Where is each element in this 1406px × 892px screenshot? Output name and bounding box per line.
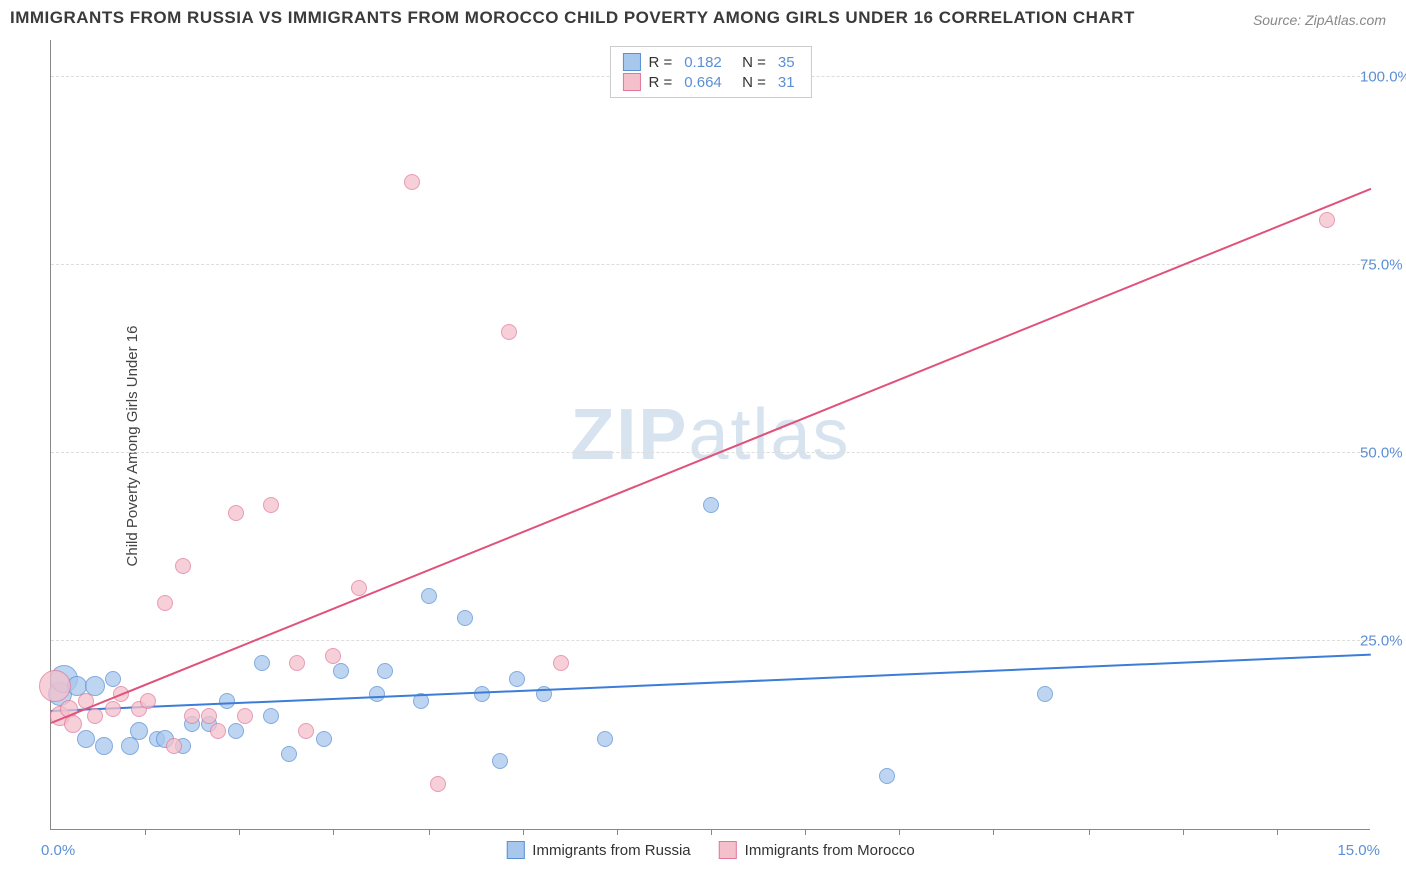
data-point bbox=[316, 731, 332, 747]
data-point bbox=[492, 753, 508, 769]
data-point bbox=[703, 497, 719, 513]
gridline bbox=[51, 452, 1370, 453]
legend-n-label: N = bbox=[734, 54, 766, 71]
data-point bbox=[175, 558, 191, 574]
data-point bbox=[597, 731, 613, 747]
x-minor-tick bbox=[1277, 829, 1278, 835]
legend-swatch bbox=[506, 841, 524, 859]
data-point bbox=[140, 693, 156, 709]
correlation-legend: R = 0.182 N = 35 R = 0.664 N = 31 bbox=[609, 46, 811, 98]
x-minor-tick bbox=[145, 829, 146, 835]
data-point bbox=[457, 610, 473, 626]
legend-r-value: 0.182 bbox=[684, 54, 722, 71]
data-point bbox=[219, 693, 235, 709]
data-point bbox=[1037, 686, 1053, 702]
data-point bbox=[553, 655, 569, 671]
x-minor-tick bbox=[617, 829, 618, 835]
data-point bbox=[105, 701, 121, 717]
legend-r-label: R = bbox=[648, 54, 672, 71]
y-tick-label: 100.0% bbox=[1360, 68, 1406, 85]
data-point bbox=[228, 723, 244, 739]
x-minor-tick bbox=[1089, 829, 1090, 835]
y-tick-label: 25.0% bbox=[1360, 632, 1406, 649]
x-minor-tick bbox=[993, 829, 994, 835]
x-tick-label: 0.0% bbox=[41, 842, 75, 859]
series-name: Immigrants from Morocco bbox=[745, 842, 915, 859]
legend-swatch bbox=[719, 841, 737, 859]
gridline bbox=[51, 264, 1370, 265]
data-point bbox=[39, 670, 71, 702]
legend-swatch bbox=[622, 73, 640, 91]
trend-line bbox=[51, 654, 1371, 712]
legend-row: R = 0.182 N = 35 bbox=[622, 53, 798, 71]
data-point bbox=[421, 588, 437, 604]
legend-swatch bbox=[622, 53, 640, 71]
data-point bbox=[105, 671, 121, 687]
x-minor-tick bbox=[711, 829, 712, 835]
y-tick-label: 75.0% bbox=[1360, 256, 1406, 273]
data-point bbox=[377, 663, 393, 679]
data-point bbox=[201, 708, 217, 724]
x-minor-tick bbox=[805, 829, 806, 835]
data-point bbox=[87, 708, 103, 724]
data-point bbox=[289, 655, 305, 671]
data-point bbox=[281, 746, 297, 762]
data-point bbox=[430, 776, 446, 792]
series-name: Immigrants from Russia bbox=[532, 842, 690, 859]
series-legend-item: Immigrants from Russia bbox=[506, 841, 690, 859]
y-tick-label: 50.0% bbox=[1360, 444, 1406, 461]
data-point bbox=[1319, 212, 1335, 228]
x-minor-tick bbox=[333, 829, 334, 835]
legend-n-label: N = bbox=[734, 74, 766, 91]
legend-row: R = 0.664 N = 31 bbox=[622, 73, 798, 91]
data-point bbox=[254, 655, 270, 671]
legend-n-value: 31 bbox=[778, 74, 795, 91]
data-point bbox=[501, 324, 517, 340]
data-point bbox=[879, 768, 895, 784]
data-point bbox=[325, 648, 341, 664]
data-point bbox=[333, 663, 349, 679]
x-tick-label: 15.0% bbox=[1337, 842, 1380, 859]
data-point bbox=[404, 174, 420, 190]
data-point bbox=[210, 723, 226, 739]
x-minor-tick bbox=[899, 829, 900, 835]
series-legend-item: Immigrants from Morocco bbox=[719, 841, 915, 859]
x-minor-tick bbox=[1183, 829, 1184, 835]
chart-title: IMMIGRANTS FROM RUSSIA VS IMMIGRANTS FRO… bbox=[10, 8, 1135, 28]
data-point bbox=[228, 505, 244, 521]
x-minor-tick bbox=[523, 829, 524, 835]
x-minor-tick bbox=[239, 829, 240, 835]
data-point bbox=[237, 708, 253, 724]
data-point bbox=[157, 595, 173, 611]
data-point bbox=[509, 671, 525, 687]
legend-n-value: 35 bbox=[778, 54, 795, 71]
data-point bbox=[95, 737, 113, 755]
legend-r-value: 0.664 bbox=[684, 74, 722, 91]
x-minor-tick bbox=[429, 829, 430, 835]
data-point bbox=[263, 708, 279, 724]
data-point bbox=[184, 708, 200, 724]
trend-line bbox=[51, 188, 1372, 724]
legend-r-label: R = bbox=[648, 74, 672, 91]
data-point bbox=[263, 497, 279, 513]
data-point bbox=[369, 686, 385, 702]
plot-area: ZIPatlas25.0%50.0%75.0%100.0%0.0%15.0%R … bbox=[50, 40, 1370, 830]
source-attribution: Source: ZipAtlas.com bbox=[1253, 12, 1386, 28]
data-point bbox=[130, 722, 148, 740]
series-legend: Immigrants from Russia Immigrants from Mo… bbox=[506, 841, 914, 859]
data-point bbox=[166, 738, 182, 754]
watermark: ZIPatlas bbox=[570, 394, 850, 476]
data-point bbox=[298, 723, 314, 739]
data-point bbox=[77, 730, 95, 748]
